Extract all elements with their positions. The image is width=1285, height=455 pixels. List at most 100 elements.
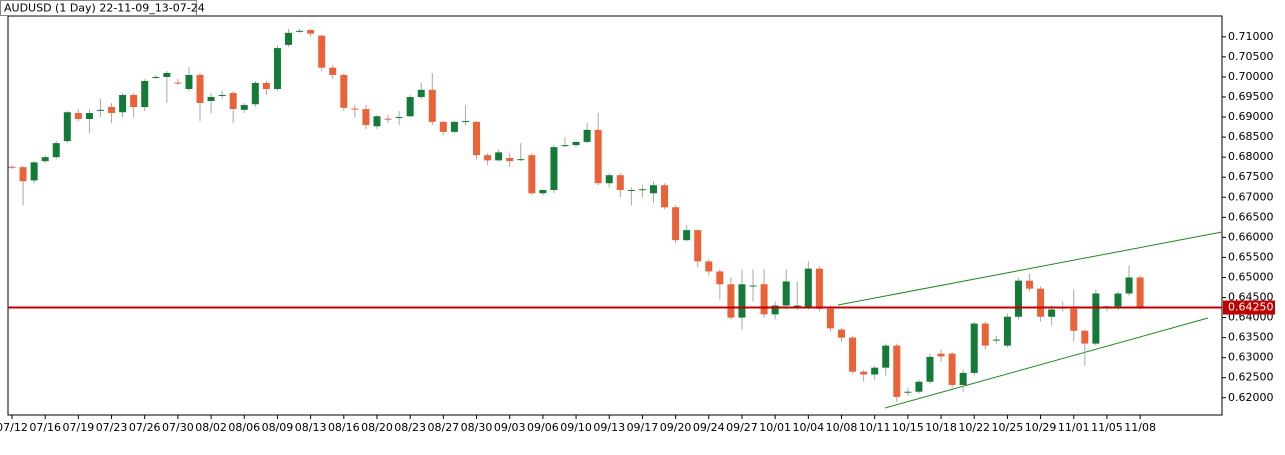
candle-body bbox=[439, 121, 447, 132]
candle-body bbox=[849, 337, 857, 372]
candle-body bbox=[572, 141, 580, 146]
candle-body bbox=[1003, 316, 1011, 346]
y-tick-label: 0.70500 bbox=[1228, 50, 1274, 63]
candle-body bbox=[826, 308, 834, 329]
candle-body bbox=[218, 94, 226, 96]
chart-title: AUDUSD (1 Day) 22-11-09_13-07-24 bbox=[4, 2, 205, 15]
candle-body bbox=[395, 117, 403, 119]
candle-body bbox=[406, 97, 414, 117]
candle-body bbox=[539, 190, 547, 194]
candle-body bbox=[926, 356, 934, 382]
x-tick-label: 08/02 bbox=[195, 421, 227, 434]
candle-body bbox=[1114, 293, 1122, 307]
candle-body bbox=[329, 67, 337, 75]
x-tick-label: 10/11 bbox=[859, 421, 891, 434]
candle-body bbox=[1136, 277, 1144, 308]
x-tick-label: 09/06 bbox=[527, 421, 559, 434]
x-tick-label: 11/01 bbox=[1058, 421, 1090, 434]
x-tick-label: 07/26 bbox=[129, 421, 161, 434]
y-tick-label: 0.63000 bbox=[1228, 351, 1274, 364]
candle-body bbox=[96, 109, 104, 111]
candle-body bbox=[661, 185, 669, 208]
candle-body bbox=[804, 268, 812, 308]
candle-body bbox=[1026, 280, 1034, 289]
candle-body bbox=[948, 353, 956, 385]
x-tick-label: 09/17 bbox=[627, 421, 659, 434]
candle-body bbox=[915, 381, 923, 392]
candle-body bbox=[517, 159, 525, 161]
candle-body bbox=[8, 166, 16, 168]
candle-body bbox=[163, 72, 171, 77]
candle-body bbox=[41, 157, 49, 162]
candle-body bbox=[19, 167, 27, 182]
candle-body bbox=[30, 162, 38, 181]
x-tick-label: 09/27 bbox=[726, 421, 758, 434]
x-tick-label: 08/30 bbox=[461, 421, 493, 434]
candle-body bbox=[782, 281, 790, 306]
candle-body bbox=[506, 157, 514, 162]
candle-body bbox=[262, 82, 270, 89]
candle-body bbox=[727, 284, 735, 318]
candle-body bbox=[882, 345, 890, 368]
candle-body bbox=[1037, 288, 1045, 317]
candle-body bbox=[63, 112, 71, 142]
candle-body bbox=[981, 323, 989, 346]
title-box bbox=[0, 0, 197, 16]
candle-body bbox=[893, 345, 901, 397]
x-tick-label: 11/08 bbox=[1124, 421, 1156, 434]
candle-body bbox=[583, 129, 591, 142]
y-tick-label: 0.62500 bbox=[1228, 371, 1274, 384]
x-tick-label: 07/12 bbox=[0, 421, 28, 434]
y-tick-label: 0.68000 bbox=[1228, 150, 1274, 163]
candle-body bbox=[1092, 293, 1100, 344]
candle-body bbox=[937, 353, 945, 357]
candle-body bbox=[461, 121, 469, 123]
candle-body bbox=[738, 284, 746, 318]
candle-body bbox=[185, 74, 193, 89]
candle-body bbox=[240, 105, 248, 110]
candle-body bbox=[130, 94, 138, 108]
y-tick-label: 0.68500 bbox=[1228, 130, 1274, 143]
candle-body bbox=[340, 74, 348, 108]
x-tick-label: 07/19 bbox=[63, 421, 95, 434]
price-label-box bbox=[1223, 300, 1275, 315]
candle-body bbox=[373, 116, 381, 127]
candle-body bbox=[970, 323, 978, 373]
candle-body bbox=[705, 261, 713, 272]
x-tick-label: 07/30 bbox=[162, 421, 194, 434]
x-tick-label: 08/06 bbox=[228, 421, 260, 434]
y-tick-label: 0.69500 bbox=[1228, 90, 1274, 103]
candle-body bbox=[760, 284, 768, 315]
candle-body bbox=[196, 74, 204, 104]
candle-body bbox=[1070, 308, 1078, 331]
candle-body bbox=[484, 155, 492, 161]
x-tick-label: 10/29 bbox=[1025, 421, 1057, 434]
x-tick-label: 08/27 bbox=[427, 421, 459, 434]
candle-body bbox=[351, 108, 359, 110]
candle-body bbox=[627, 190, 635, 192]
candle-body bbox=[495, 152, 503, 161]
candle-body bbox=[838, 329, 845, 338]
x-tick-label: 07/16 bbox=[29, 421, 61, 434]
candle-body bbox=[174, 82, 182, 84]
y-tick-label: 0.62000 bbox=[1228, 391, 1274, 404]
candle-body bbox=[251, 82, 259, 105]
candle-body bbox=[1081, 330, 1089, 344]
candle-body bbox=[417, 89, 425, 98]
candle-body bbox=[616, 175, 624, 191]
candle-body bbox=[860, 371, 868, 375]
x-tick-label: 08/09 bbox=[262, 421, 294, 434]
candle-body bbox=[1048, 309, 1056, 317]
candle-body bbox=[450, 121, 458, 132]
candle-body bbox=[672, 207, 680, 241]
candle-body bbox=[749, 285, 757, 287]
candle-body bbox=[296, 30, 304, 32]
candle-body bbox=[85, 113, 93, 120]
x-tick-label: 09/10 bbox=[560, 421, 592, 434]
candle-body bbox=[716, 271, 724, 285]
plot-frame bbox=[7, 15, 1223, 416]
candle-body bbox=[528, 155, 536, 194]
y-tick-label: 0.65000 bbox=[1228, 270, 1274, 283]
y-tick-label: 0.70000 bbox=[1228, 70, 1274, 83]
